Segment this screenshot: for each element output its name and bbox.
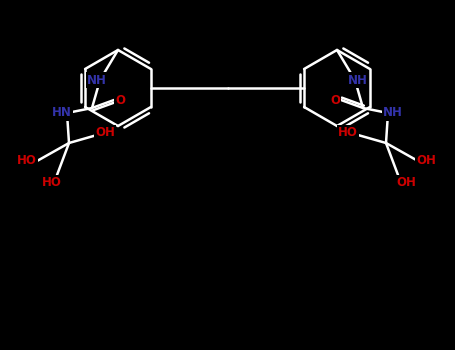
Text: O: O [115, 93, 125, 106]
Text: OH: OH [95, 126, 115, 140]
Text: HN: HN [52, 106, 72, 119]
Text: O: O [330, 93, 340, 106]
Text: NH: NH [348, 74, 368, 86]
Text: HO: HO [42, 176, 62, 189]
Text: OH: OH [416, 154, 436, 168]
Text: NH: NH [87, 74, 107, 86]
Text: NH: NH [383, 106, 403, 119]
Text: OH: OH [396, 176, 416, 189]
Text: HO: HO [338, 126, 358, 140]
Text: HO: HO [17, 154, 37, 168]
